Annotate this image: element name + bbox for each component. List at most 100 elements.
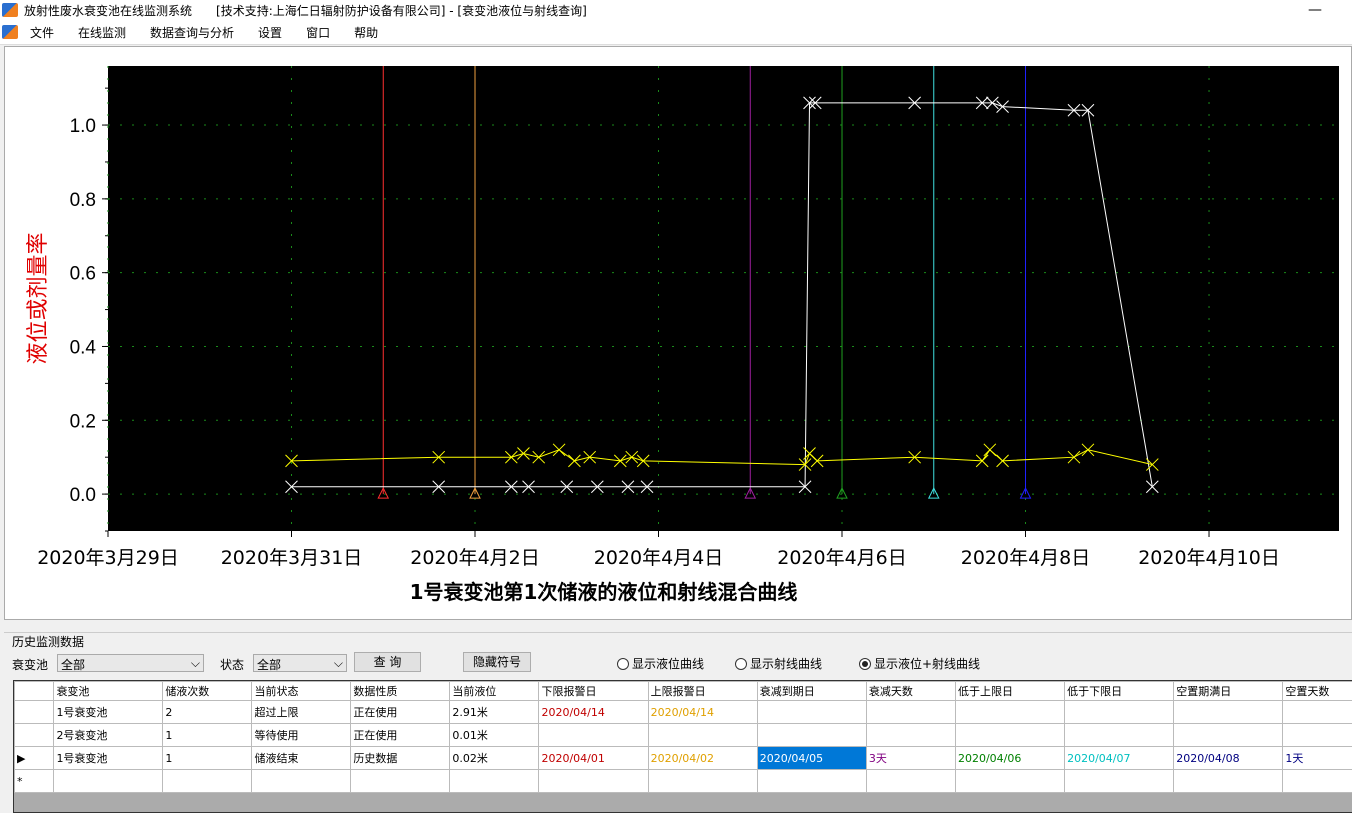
- table-cell[interactable]: 2020/04/06: [955, 747, 1064, 770]
- table-cell[interactable]: 3天: [866, 747, 955, 770]
- table-cell[interactable]: 2020/04/14: [539, 701, 648, 724]
- row-header[interactable]: [15, 724, 54, 747]
- table-cell[interactable]: 1天: [1283, 747, 1352, 770]
- table-cell[interactable]: [955, 770, 1064, 793]
- table-cell[interactable]: 2: [163, 701, 252, 724]
- column-header[interactable]: 当前液位: [450, 682, 539, 701]
- table-cell[interactable]: [1065, 724, 1174, 747]
- table-cell[interactable]: 1号衰变池: [54, 747, 163, 770]
- table-cell[interactable]: [1283, 770, 1352, 793]
- table-cell[interactable]: 等待使用: [252, 724, 351, 747]
- table-cell[interactable]: [955, 701, 1064, 724]
- x-tick-label: 2020年4月2日: [410, 547, 540, 569]
- column-header[interactable]: 衰减到期日: [757, 682, 866, 701]
- table-cell[interactable]: [539, 724, 648, 747]
- x-tick-label: 2020年4月4日: [594, 547, 724, 569]
- column-header[interactable]: 衰变池: [54, 682, 163, 701]
- table-cell[interactable]: [955, 724, 1064, 747]
- table-cell[interactable]: [1283, 724, 1352, 747]
- table-cell[interactable]: 历史数据: [351, 747, 450, 770]
- y-tick-label: 0.8: [70, 190, 96, 211]
- menu-item-4[interactable]: 窗口: [306, 24, 330, 41]
- menu-item-0[interactable]: 文件: [30, 24, 54, 41]
- group-title: 历史监测数据: [12, 633, 84, 650]
- table-cell[interactable]: [866, 701, 955, 724]
- row-header[interactable]: ▶: [15, 747, 54, 770]
- column-header[interactable]: 上限报警日: [648, 682, 757, 701]
- table-cell[interactable]: 超过上限: [252, 701, 351, 724]
- curve-radio-1[interactable]: 显示射线曲线: [735, 655, 822, 672]
- menu-item-1[interactable]: 在线监测: [78, 24, 126, 41]
- menu-item-5[interactable]: 帮助: [354, 24, 378, 41]
- column-header[interactable]: 衰减天数: [866, 682, 955, 701]
- column-header[interactable]: 下限报警日: [539, 682, 648, 701]
- table-cell[interactable]: [351, 770, 450, 793]
- table-cell[interactable]: [1065, 770, 1174, 793]
- table-cell[interactable]: [866, 770, 955, 793]
- table-cell[interactable]: 2020/04/07: [1065, 747, 1174, 770]
- hide-symbols-button[interactable]: 隐藏符号: [463, 652, 531, 672]
- table-cell[interactable]: 0.02米: [450, 747, 539, 770]
- menu-item-2[interactable]: 数据查询与分析: [150, 24, 234, 41]
- column-header[interactable]: 低于上限日: [955, 682, 1064, 701]
- table-cell[interactable]: [252, 770, 351, 793]
- query-button[interactable]: 查 询: [354, 652, 421, 672]
- table-cell[interactable]: [648, 724, 757, 747]
- x-tick-label: 2020年4月8日: [961, 547, 1091, 569]
- table-cell[interactable]: 1号衰变池: [54, 701, 163, 724]
- table-cell[interactable]: [450, 770, 539, 793]
- current-row-icon: ▶: [17, 752, 25, 765]
- y-tick-label: 0.4: [70, 337, 97, 358]
- radio-circle[interactable]: [617, 658, 629, 670]
- radio-circle[interactable]: [735, 658, 747, 670]
- window-subtitle: [技术支持:上海仁日辐射防护设备有限公司] - [衰变池液位与射线查询]: [216, 2, 587, 19]
- table-cell[interactable]: [1065, 701, 1174, 724]
- table-cell[interactable]: [648, 770, 757, 793]
- table-cell[interactable]: [866, 724, 955, 747]
- column-header[interactable]: 储液次数: [163, 682, 252, 701]
- table-cell[interactable]: 2020/04/14: [648, 701, 757, 724]
- table-cell[interactable]: 2020/04/08: [1174, 747, 1283, 770]
- table-cell[interactable]: 1: [163, 747, 252, 770]
- menu-item-3[interactable]: 设置: [258, 24, 282, 41]
- table-cell[interactable]: [1283, 701, 1352, 724]
- column-header[interactable]: 空置期满日: [1174, 682, 1283, 701]
- table-cell[interactable]: 2020/04/05: [757, 747, 866, 770]
- pool-select[interactable]: 全部⌵: [57, 654, 204, 672]
- table-cell[interactable]: [1174, 701, 1283, 724]
- table-cell[interactable]: 1: [163, 724, 252, 747]
- curve-radio-2[interactable]: 显示液位+射线曲线: [859, 655, 980, 672]
- status-select[interactable]: 全部⌵: [253, 654, 347, 672]
- table-cell[interactable]: [1174, 770, 1283, 793]
- curve-radio-0[interactable]: 显示液位曲线: [617, 655, 704, 672]
- radio-circle[interactable]: [859, 658, 871, 670]
- table-cell[interactable]: 2020/04/01: [539, 747, 648, 770]
- table-cell[interactable]: [757, 770, 866, 793]
- table-cell[interactable]: [539, 770, 648, 793]
- column-header[interactable]: 数据性质: [351, 682, 450, 701]
- column-header[interactable]: 低于下限日: [1065, 682, 1174, 701]
- table-cell[interactable]: 0.01米: [450, 724, 539, 747]
- table-cell[interactable]: 正在使用: [351, 701, 450, 724]
- table-cell[interactable]: 正在使用: [351, 724, 450, 747]
- table-cell[interactable]: [757, 724, 866, 747]
- new-row[interactable]: *: [15, 770, 1352, 793]
- table-cell[interactable]: [757, 701, 866, 724]
- table-cell[interactable]: 2号衰变池: [54, 724, 163, 747]
- table-cell[interactable]: [1174, 724, 1283, 747]
- table-cell[interactable]: 2020/04/02: [648, 747, 757, 770]
- menu-bar: 文件 在线监测 数据查询与分析 设置 窗口 帮助: [0, 20, 1352, 45]
- table-cell[interactable]: 2.91米: [450, 701, 539, 724]
- radio-label: 显示液位曲线: [632, 655, 704, 672]
- table-cell[interactable]: 储液结束: [252, 747, 351, 770]
- pool-select-value: 全部: [61, 658, 85, 672]
- column-header[interactable]: 当前状态: [252, 682, 351, 701]
- column-header[interactable]: 空置天数: [1283, 682, 1352, 701]
- table-cell[interactable]: [54, 770, 163, 793]
- minimize-button[interactable]: —: [1308, 2, 1322, 18]
- table-cell[interactable]: [163, 770, 252, 793]
- row-header[interactable]: [15, 701, 54, 724]
